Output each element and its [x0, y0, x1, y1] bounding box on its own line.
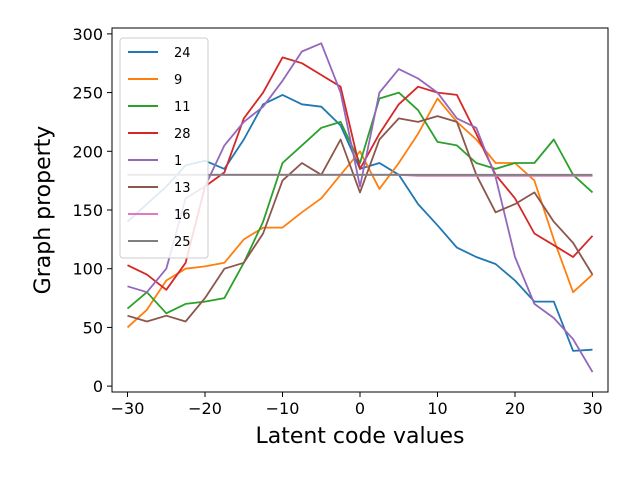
series-line-13 — [127, 115, 594, 323]
y-tick-label: 0 — [93, 377, 103, 396]
legend-label-28: 28 — [174, 127, 191, 142]
x-axis-ticks: −30 −20 −10 0 10 20 30 — [111, 392, 603, 418]
y-tick-label: 150 — [72, 201, 103, 220]
series-line-11 — [126, 91, 594, 315]
y-axis-label: Graph property — [31, 126, 56, 295]
y-tick-label: 50 — [83, 318, 103, 337]
y-axis-ticks: 0 50 100 150 200 250 300 — [72, 25, 112, 396]
legend-label-16: 16 — [174, 208, 191, 223]
y-tick-label: 100 — [72, 260, 103, 279]
y-tick-label: 300 — [72, 25, 103, 44]
legend: 24 9 11 28 1 13 16 25 — [119, 37, 209, 259]
y-tick-label: 200 — [72, 142, 103, 161]
legend-label-25: 25 — [174, 235, 191, 250]
legend-box — [119, 37, 209, 259]
x-tick-label: −30 — [111, 399, 145, 418]
x-tick-label: 20 — [505, 399, 525, 418]
legend-label-1: 1 — [174, 154, 182, 169]
legend-label-13: 13 — [174, 181, 191, 196]
legend-label-11: 11 — [174, 100, 191, 115]
y-tick-label: 250 — [72, 84, 103, 103]
x-tick-label: −20 — [188, 399, 222, 418]
x-axis-label: Latent code values — [255, 424, 464, 449]
legend-label-9: 9 — [174, 73, 182, 88]
x-tick-label: 0 — [355, 399, 365, 418]
x-tick-label: −10 — [266, 399, 300, 418]
x-tick-label: 10 — [427, 399, 447, 418]
x-tick-label: 30 — [582, 399, 602, 418]
legend-label-24: 24 — [174, 46, 191, 61]
